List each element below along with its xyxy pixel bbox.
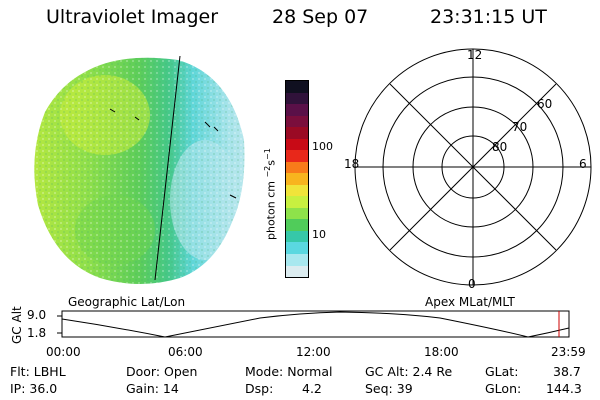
- xtick-1200: 12:00: [296, 345, 331, 359]
- xtick-0600: 06:00: [168, 345, 203, 359]
- geographic-caption: Geographic Lat/Lon: [68, 295, 186, 309]
- colorbar-tick-100: 100: [312, 140, 333, 153]
- instrument-title: Ultraviolet Imager: [46, 6, 219, 28]
- colorbar-unit-label: photon cm −2s−1: [263, 148, 278, 240]
- info-glon-label: GLon:: [485, 381, 522, 396]
- colorbar-swatch: [286, 115, 308, 128]
- apex-caption: Apex MLat/MLT: [425, 295, 515, 309]
- altitude-ylabel: GC Alt: [10, 306, 24, 344]
- info-glat-label: GLat:: [485, 364, 519, 379]
- time-label: 23:31:15 UT: [430, 6, 547, 28]
- colorbar-swatch: [286, 253, 308, 266]
- info-glon-value: 144.3: [546, 381, 582, 396]
- colorbar-swatch: [286, 242, 308, 254]
- colorbar-swatch: [286, 92, 308, 105]
- altitude-plot: [57, 310, 570, 338]
- colorbar-swatch: [286, 184, 308, 197]
- mlt-label-6: 6: [579, 157, 587, 171]
- colorbar: [285, 80, 309, 278]
- coastline-marks: [109, 108, 237, 199]
- colorbar-swatch: [286, 196, 308, 208]
- xtick-1800: 18:00: [424, 345, 459, 359]
- colorbar-tick-10: 10: [312, 228, 326, 241]
- terminator-line: [154, 55, 181, 281]
- colorbar-swatch: [286, 161, 308, 174]
- uv-image-disc: [34, 57, 245, 284]
- altitude-ytick-bottom: 1.8: [27, 326, 47, 340]
- colorbar-swatch: [286, 207, 308, 220]
- info-gc-alt: GC Alt: 2.4 Re: [365, 364, 453, 379]
- mlat-label-70: 70: [512, 120, 528, 134]
- info-ip: IP: 36.0: [10, 381, 58, 396]
- colorbar-swatch: [286, 265, 308, 278]
- xtick-0000: 00:00: [46, 345, 81, 359]
- colorbar-swatch: [286, 104, 308, 116]
- info-mode: Mode: Normal: [245, 364, 333, 379]
- colorbar-swatch: [286, 230, 308, 243]
- colorbar-swatch: [286, 138, 308, 151]
- info-glat-value: 38.7: [553, 364, 581, 379]
- colorbar-swatch: [286, 173, 308, 185]
- mlat-label-60: 60: [537, 97, 553, 111]
- mlt-label-12: 12: [467, 48, 483, 62]
- info-dsp-label: Dsp:: [245, 381, 274, 396]
- info-gain: Gain: 14: [126, 381, 179, 396]
- colorbar-swatch: [286, 81, 308, 93]
- polar-grid: [354, 48, 592, 286]
- xtick-2359: 23:59: [551, 345, 586, 359]
- mlt-label-0: 0: [468, 277, 476, 291]
- altitude-ytick-top: 9.0: [27, 308, 47, 322]
- info-dsp-value: 4.2: [302, 381, 322, 396]
- mlt-label-18: 18: [344, 157, 360, 171]
- colorbar-swatch: [286, 127, 308, 139]
- info-seq: Seq: 39: [365, 381, 413, 396]
- info-door: Door: Open: [126, 364, 198, 379]
- colorbar-swatch: [286, 219, 308, 231]
- colorbar-swatch: [286, 150, 308, 162]
- date-label: 28 Sep 07: [272, 6, 369, 28]
- info-flt: Flt: LBHL: [10, 364, 66, 379]
- mlat-label-80: 80: [492, 140, 508, 154]
